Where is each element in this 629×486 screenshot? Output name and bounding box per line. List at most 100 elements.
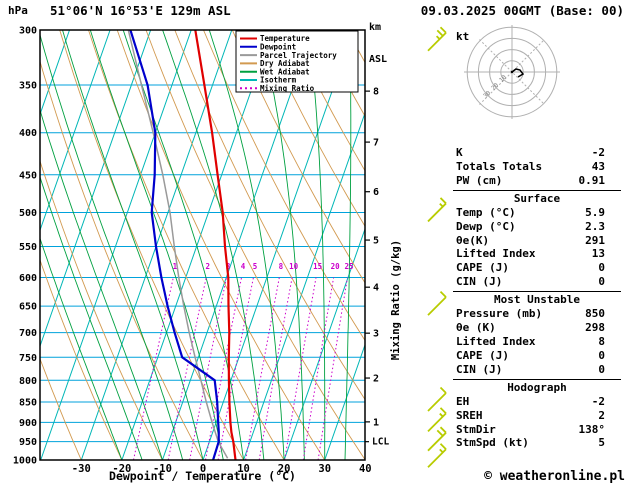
stat-row: Dewp (°C) 2.3 — [453, 220, 621, 234]
wet-adiabat-line — [40, 33, 184, 460]
mixing-ratio-line — [189, 277, 227, 460]
legend-label: Mixing Ratio — [260, 84, 315, 93]
temp-tick-label: 10 — [237, 463, 250, 475]
temp-tick-label: 0 — [200, 463, 206, 475]
panel-section: Hodograph EH -2 SREH 2 StmDir 138° StmSpd (kt) 5 — [453, 378, 621, 451]
mixing-ratio-value: 2 — [206, 262, 211, 271]
stat-value: 13 — [591, 247, 605, 261]
wet-adiabat-line — [122, 30, 245, 460]
stat-row: Totals Totals 43 — [453, 160, 621, 174]
wet-adiabat-line — [40, 108, 163, 460]
stat-value: 5.9 — [585, 205, 605, 219]
stat-label: Totals Totals — [456, 159, 543, 173]
stat-value: 8 — [598, 334, 605, 348]
stat-label: Pressure (mb) — [456, 307, 543, 321]
wind-barb — [427, 291, 447, 316]
lcl-label: LCL — [372, 437, 389, 448]
stat-label: CAPE (J) — [456, 348, 509, 362]
wind-barb — [427, 443, 447, 468]
mixing-ratio-line — [133, 277, 174, 460]
dry-adiabat-line — [231, 30, 365, 284]
wet-adiabat-line — [344, 30, 352, 460]
stat-value: 291 — [585, 233, 605, 247]
hodo-origin-dot — [510, 70, 514, 74]
hodograph-trace — [511, 68, 525, 78]
km-tick-label: 5 — [373, 236, 379, 247]
stat-label: CAPE (J) — [456, 261, 509, 275]
stat-label: StmSpd (kt) — [456, 436, 529, 450]
pressure-tick-label: 450 — [19, 170, 37, 181]
isotherm-line — [40, 30, 192, 460]
hodo-ring — [477, 37, 547, 107]
mixing-ratio-value: 8 — [279, 262, 284, 271]
pressure-axis-unit: hPa — [8, 4, 28, 17]
altitude-axis-km: km — [369, 22, 382, 33]
km-tick-label: 6 — [373, 187, 379, 198]
x-axis-label: Dewpoint / Temperature (°C) — [109, 469, 296, 483]
panel-section: Surface Temp (°C) 5.9 Dewp (°C) 2.3 θe(K) 291 L… — [453, 189, 621, 289]
mixing-ratio-line — [167, 277, 207, 460]
pressure-tick-label: 700 — [19, 328, 37, 339]
datetime: 09.03.2025 00GMT (Base: 00) — [420, 3, 624, 18]
wet-adiabat-line — [162, 30, 265, 460]
stat-value: 0 — [598, 348, 605, 362]
panel-section-title: Most Unstable — [493, 293, 581, 307]
dry-adiabat-line — [40, 357, 82, 460]
stat-row: StmSpd (kt) 5 — [453, 436, 621, 450]
trace-temperature — [194, 30, 237, 460]
stat-value: 298 — [585, 321, 605, 335]
stat-label: StmDir — [456, 422, 496, 436]
legend-label: Dry Adiabat — [260, 59, 310, 68]
pressure-tick-label: 600 — [19, 273, 37, 284]
stat-value: -2 — [591, 394, 605, 408]
stat-value: 2 — [598, 408, 605, 422]
temp-tick-label: 40 — [359, 463, 372, 475]
copyright: © weatheronline.pl — [484, 469, 625, 484]
dry-adiabat-line — [40, 159, 163, 460]
legend-label: Dewpoint — [260, 43, 296, 52]
stat-label: CIN (J) — [456, 362, 503, 376]
mixing-ratio-axis-label: Mixing Ratio (g/kg) — [390, 240, 402, 360]
stat-value: 0 — [598, 261, 605, 275]
wet-adiabat-line — [208, 30, 285, 460]
stat-row: CIN (J) 0 — [453, 275, 621, 289]
stat-row: Lifted Index 8 — [453, 335, 621, 349]
dry-adiabat-line — [203, 30, 365, 342]
legend-label: Temperature — [260, 34, 310, 43]
pressure-tick-label: 950 — [19, 437, 37, 448]
wet-adiabat-line — [40, 175, 143, 460]
hodograph-unit-label: kt — [456, 30, 470, 43]
dry-adiabat-line — [289, 30, 365, 172]
km-tick-label: 3 — [373, 329, 379, 340]
stat-value: 2.3 — [585, 219, 605, 233]
mixing-ratio-value: 20 — [331, 262, 341, 271]
isotherm-line — [324, 343, 365, 460]
stat-value: 0 — [598, 362, 605, 376]
background-grid — [40, 30, 365, 460]
wet-adiabat-line — [40, 237, 123, 460]
isotherm-line — [121, 30, 273, 460]
temp-tick-label: 20 — [278, 463, 291, 475]
isotherm-line — [161, 30, 314, 460]
temp-tick-label: 30 — [318, 463, 331, 475]
panel-section: Most Unstable Pressure (mb) 850 θe (K) 298 Li… — [453, 291, 621, 377]
dry-adiabat-line — [145, 30, 365, 460]
mixing-ratio-line — [245, 277, 280, 460]
dry-adiabat-line — [318, 30, 365, 118]
altitude-axis-unit: km ASL — [369, 2, 393, 86]
stat-label: Lifted Index — [456, 247, 536, 261]
legend-label: Isotherm — [260, 76, 297, 85]
stat-label: CIN (J) — [456, 275, 503, 289]
mixing-ratio-value: 15 — [313, 262, 322, 271]
stat-row: Temp (°C) 5.9 — [453, 206, 621, 220]
isotherm-line — [283, 227, 365, 460]
dry-adiabat-line — [40, 258, 123, 460]
panel-section: K -2 Totals Totals 43 PW (cm) 0.91 — [453, 146, 621, 188]
mixing-ratio-value: 10 — [289, 262, 299, 271]
pressure-tick-label: 750 — [19, 353, 37, 364]
wind-barb — [427, 407, 447, 433]
stat-row: SREH 2 — [453, 409, 621, 423]
km-tick-label: 7 — [373, 138, 379, 149]
